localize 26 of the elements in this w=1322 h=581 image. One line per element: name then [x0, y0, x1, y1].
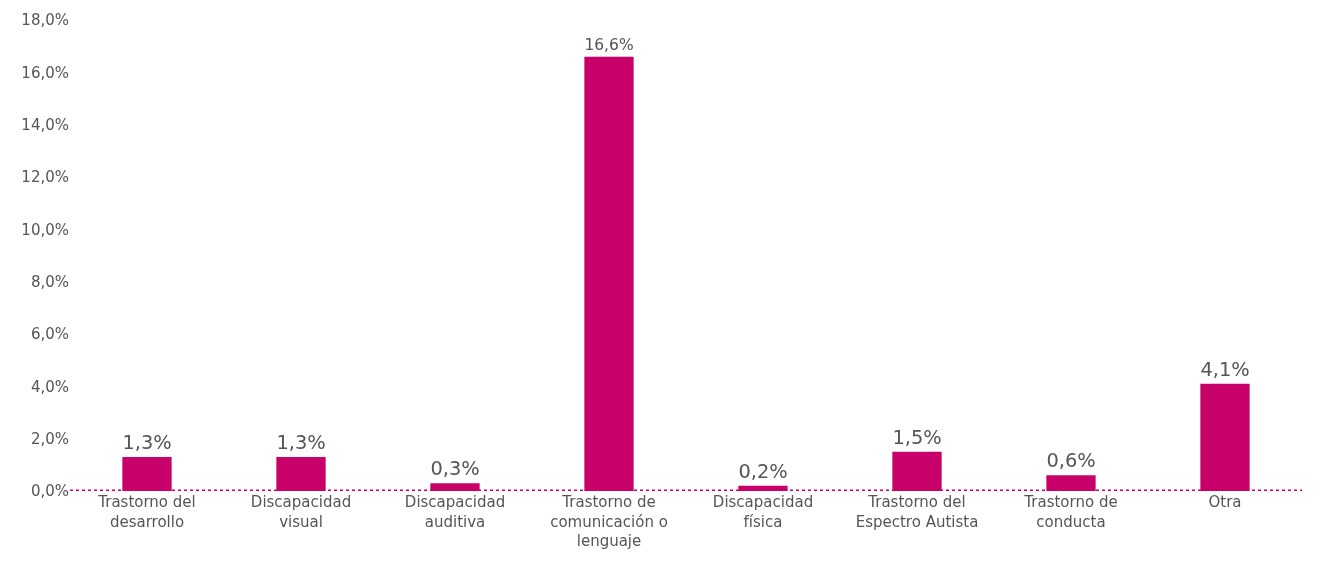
- y-tick-label: 6,0%: [30, 325, 69, 344]
- y-tick-label: 8,0%: [30, 272, 69, 291]
- data-label: 1,3%: [276, 431, 326, 455]
- x-tick-label: Trastorno de conducta: [1023, 493, 1118, 531]
- x-tick-label: Trastorno del desarrollo: [97, 493, 196, 531]
- data-label: 0,3%: [430, 457, 480, 481]
- data-label: 0,2%: [738, 459, 788, 483]
- data-label: 1,5%: [892, 425, 942, 449]
- y-tick-label: 0,0%: [30, 482, 69, 501]
- y-tick-label: 10,0%: [21, 220, 69, 239]
- x-tick-label: Discapacidad visual: [250, 493, 352, 531]
- data-label: 0,6%: [1046, 449, 1096, 473]
- x-tick-label: Trastorno de comunicación o lenguaje: [550, 493, 668, 550]
- y-tick-label: 18,0%: [21, 11, 69, 30]
- data-label: 1,3%: [122, 431, 172, 455]
- x-tick-label: Otra: [1208, 493, 1242, 511]
- y-tick-label: 14,0%: [21, 115, 69, 134]
- x-tick-label: Discapacidad física: [712, 493, 814, 531]
- y-tick-label: 2,0%: [30, 429, 69, 448]
- y-tick-label: 16,0%: [21, 63, 69, 82]
- y-tick-label: 4,0%: [30, 377, 69, 396]
- data-label: 16,6%: [584, 35, 634, 54]
- data-label: 4,1%: [1200, 357, 1250, 381]
- y-tick-label: 12,0%: [21, 168, 69, 187]
- x-tick-label: Trastorno del Espectro Autista: [855, 493, 979, 531]
- x-tick-label: Discapacidad auditiva: [404, 493, 506, 531]
